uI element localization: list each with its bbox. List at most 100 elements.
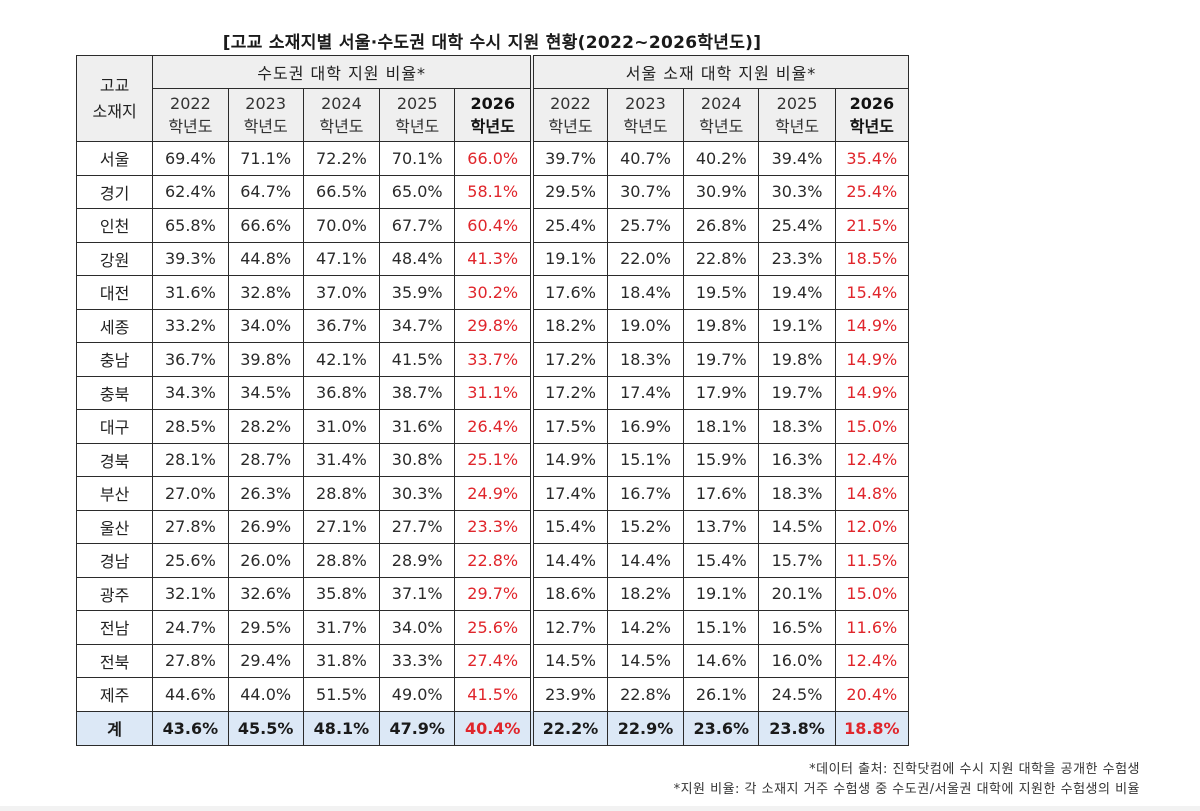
year-header-row: 2022 학년도 2023 학년도 2024 학년도 2025 학년도 2026 학년도 2022 학… bbox=[77, 88, 910, 142]
seoul-rate-cell: 30.7% bbox=[606, 174, 685, 209]
seoul-rate-cell: 17.2% bbox=[531, 375, 608, 410]
seoul-rate-cell: 15.0% bbox=[834, 409, 910, 444]
capital-rate-cell: 47.9% bbox=[379, 710, 456, 746]
seoul-rate-cell: 20.1% bbox=[758, 576, 836, 611]
capital-rate-cell: 37.0% bbox=[302, 275, 381, 310]
seoul-rate-cell: 14.4% bbox=[606, 543, 685, 578]
table-row: 충북 34.3% 34.5% 36.8% 38.7% 31.1% 17.2% 17.4% 17.… bbox=[75, 375, 910, 410]
application-rate-table: 고교 소재지 수도권 대학 지원 비율* 서울 소재 대학 지원 비율* 202… bbox=[75, 55, 910, 746]
capital-rate-cell: 32.6% bbox=[227, 576, 304, 611]
table-row: 경남 25.6% 26.0% 28.8% 28.9% 22.8% 14.4% 14.4% 15.… bbox=[75, 543, 910, 578]
capital-rate-cell: 65.0% bbox=[379, 174, 456, 209]
capital-rate-cell: 43.6% bbox=[152, 710, 229, 746]
seoul-year-header-2024: 2024 학년도 bbox=[683, 88, 760, 142]
table-row: 세종 33.2% 34.0% 36.7% 34.7% 29.8% 18.2% 19.0% 19.… bbox=[75, 308, 910, 343]
seoul-rate-cell: 18.8% bbox=[834, 710, 910, 746]
seoul-rate-cell: 14.2% bbox=[606, 610, 685, 645]
capital-year-header-2025: 2025 학년도 bbox=[379, 88, 456, 142]
seoul-rate-cell: 14.9% bbox=[531, 442, 608, 477]
seoul-rate-cell: 12.7% bbox=[531, 610, 608, 645]
capital-rate-cell: 28.8% bbox=[302, 476, 381, 511]
seoul-rate-cell: 35.4% bbox=[834, 141, 910, 176]
seoul-rate-cell: 16.7% bbox=[606, 476, 685, 511]
capital-rate-cell: 72.2% bbox=[302, 141, 381, 176]
seoul-rate-cell: 22.2% bbox=[531, 710, 608, 746]
seoul-rate-cell: 18.3% bbox=[758, 409, 836, 444]
region-name: 충남 bbox=[75, 342, 154, 377]
seoul-rate-cell: 16.5% bbox=[758, 610, 836, 645]
page-title: [고교 소재지별 서울·수도권 대학 수시 지원 현황(2022~2026학년도… bbox=[222, 33, 762, 53]
footnote-rate-definition: *지원 비율: 각 소재지 거주 수험생 중 수도권/서울권 대학에 지원한 수… bbox=[673, 782, 1140, 797]
capital-rate-cell: 27.0% bbox=[152, 476, 229, 511]
seoul-rate-cell: 22.8% bbox=[606, 677, 685, 712]
year-label: 2023 bbox=[245, 94, 287, 113]
seoul-rate-cell: 29.5% bbox=[531, 174, 608, 209]
capital-rate-cell: 35.8% bbox=[302, 576, 381, 611]
seoul-rate-cell: 14.9% bbox=[834, 375, 910, 410]
year-label: 2023 bbox=[625, 94, 666, 113]
seoul-rate-cell: 25.4% bbox=[758, 208, 836, 243]
capital-rate-cell: 31.0% bbox=[302, 409, 381, 444]
seoul-rate-cell: 17.4% bbox=[606, 375, 685, 410]
region-name: 제주 bbox=[75, 677, 154, 712]
capital-rate-cell: 44.6% bbox=[152, 677, 229, 712]
seoul-rate-cell: 18.4% bbox=[606, 275, 685, 310]
capital-rate-cell: 41.5% bbox=[379, 342, 456, 377]
year-label: 2025 bbox=[776, 94, 818, 113]
seoul-rate-cell: 30.9% bbox=[683, 174, 760, 209]
capital-rate-cell: 48.4% bbox=[379, 241, 456, 276]
region-header-line1: 고교 bbox=[99, 75, 130, 95]
year-suffix: 학년도 bbox=[319, 117, 364, 136]
seoul-rate-cell: 19.5% bbox=[683, 275, 760, 310]
year-label: 2025 bbox=[396, 94, 438, 113]
year-suffix: 학년도 bbox=[699, 117, 744, 136]
table-row: 대전 31.6% 32.8% 37.0% 35.9% 30.2% 17.6% 18.4% 19.… bbox=[75, 275, 910, 310]
capital-rate-cell: 34.7% bbox=[379, 308, 456, 343]
capital-rate-cell: 26.3% bbox=[227, 476, 304, 511]
seoul-rate-cell: 39.4% bbox=[758, 141, 836, 176]
year-suffix: 학년도 bbox=[395, 117, 440, 136]
region-name: 대전 bbox=[75, 275, 154, 310]
capital-rate-cell: 30.3% bbox=[379, 476, 456, 511]
capital-rate-cell: 31.4% bbox=[302, 442, 381, 477]
group-header-row: 고교 소재지 수도권 대학 지원 비율* 서울 소재 대학 지원 비율* bbox=[75, 55, 910, 142]
capital-rate-cell: 31.7% bbox=[302, 610, 381, 645]
capital-rate-cell: 25.1% bbox=[454, 442, 535, 477]
region-name: 경기 bbox=[75, 174, 154, 209]
seoul-rate-cell: 23.3% bbox=[758, 241, 836, 276]
seoul-rate-cell: 17.2% bbox=[531, 342, 608, 377]
table-row: 제주 44.6% 44.0% 51.5% 49.0% 41.5% 23.9% 22.8% 26.… bbox=[75, 677, 910, 712]
capital-rate-cell: 44.0% bbox=[227, 677, 304, 712]
seoul-rate-cell: 14.8% bbox=[834, 476, 910, 511]
seoul-rate-cell: 14.9% bbox=[834, 342, 910, 377]
capital-rate-cell: 23.3% bbox=[454, 509, 535, 544]
seoul-rate-cell: 15.4% bbox=[834, 275, 910, 310]
seoul-year-header-2023: 2023 학년도 bbox=[606, 88, 685, 142]
seoul-rate-cell: 14.9% bbox=[834, 308, 910, 343]
seoul-rate-cell: 40.2% bbox=[683, 141, 760, 176]
table-row: 충남 36.7% 39.8% 42.1% 41.5% 33.7% 17.2% 18.3% 19.… bbox=[75, 342, 910, 377]
region-header-line2: 소재지 bbox=[92, 101, 137, 121]
capital-rate-cell: 36.8% bbox=[302, 375, 381, 410]
seoul-rate-cell: 19.7% bbox=[758, 375, 836, 410]
capital-rate-cell: 25.6% bbox=[152, 543, 229, 578]
capital-rate-cell: 34.3% bbox=[152, 375, 229, 410]
table-row: 울산 27.8% 26.9% 27.1% 27.7% 23.3% 15.4% 15.2% 13.… bbox=[75, 509, 910, 544]
seoul-rate-cell: 26.1% bbox=[683, 677, 760, 712]
seoul-group-header: 서울 소재 대학 지원 비율* bbox=[531, 55, 910, 89]
seoul-rate-cell: 18.5% bbox=[834, 241, 910, 276]
capital-rate-cell: 34.5% bbox=[227, 375, 304, 410]
seoul-rate-cell: 15.4% bbox=[683, 543, 760, 578]
capital-rate-cell: 65.8% bbox=[152, 208, 229, 243]
region-name: 전북 bbox=[75, 643, 154, 678]
seoul-rate-cell: 15.2% bbox=[606, 509, 685, 544]
capital-rate-cell: 40.4% bbox=[454, 710, 535, 746]
seoul-rate-cell: 16.0% bbox=[758, 643, 836, 678]
capital-year-header-2023: 2023 학년도 bbox=[227, 88, 304, 142]
seoul-year-header-2025: 2025 학년도 bbox=[758, 88, 836, 142]
year-suffix: 학년도 bbox=[243, 117, 288, 136]
capital-rate-cell: 42.1% bbox=[302, 342, 381, 377]
region-name: 광주 bbox=[75, 576, 154, 611]
seoul-rate-cell: 11.5% bbox=[834, 543, 910, 578]
capital-rate-cell: 36.7% bbox=[302, 308, 381, 343]
